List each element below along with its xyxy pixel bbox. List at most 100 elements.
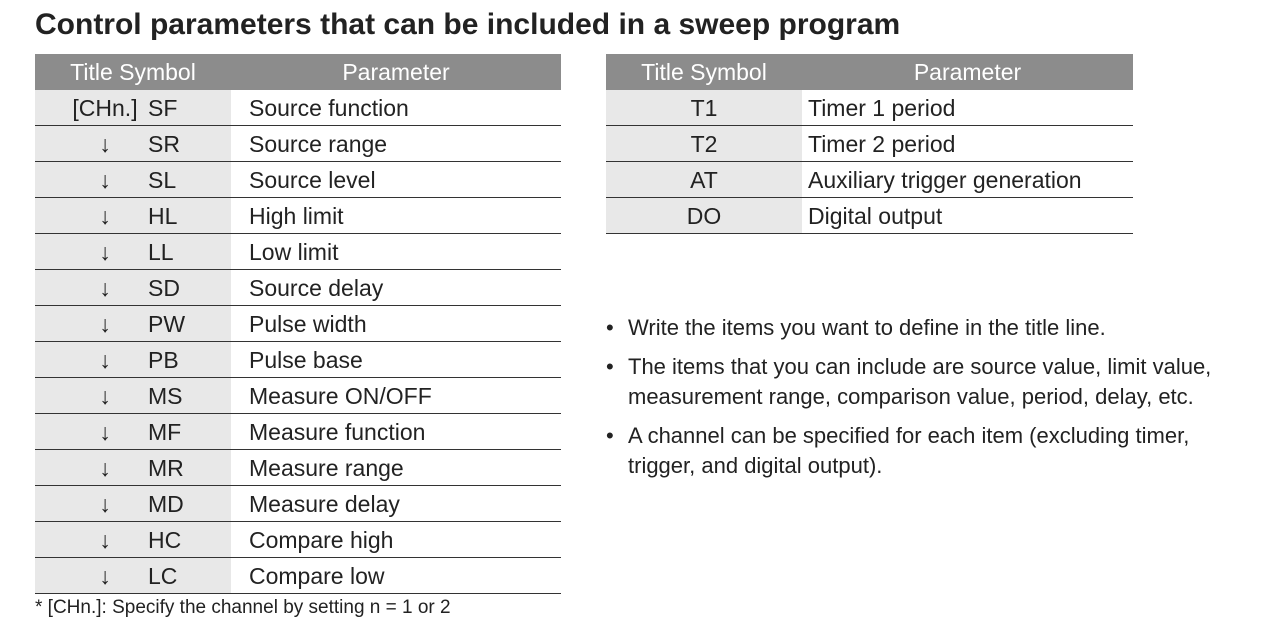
channel-prefix: ↓ [99,167,111,193]
channel-prefix: ↓ [99,419,111,445]
table-row: AT Auxiliary trigger generation [606,162,1133,198]
symbol-cell: ↓ LL [35,234,231,269]
bullet: • [606,354,614,379]
symbol-cell: ↓ SR [35,126,231,161]
table-row: DO Digital output [606,198,1133,234]
symbol-cell: ↓ MS [35,378,231,413]
symbol-cell: ↓ MF [35,414,231,449]
table-row: T2 Timer 2 period [606,126,1133,162]
symbol-cell: ↓ SL [35,162,231,197]
symbol: SR [148,131,180,157]
symbol: SF [148,95,178,121]
parameter: Source level [249,167,376,193]
table-row: ↓ SR Source range [35,126,561,162]
symbol-cell: [CHn.] SF [35,90,231,125]
right-table: Title Symbol Parameter T1 Timer 1 period T2 T… [606,54,1133,234]
table-row: ↓ HC Compare high [35,522,561,558]
table-row: ↓ MS Measure ON/OFF [35,378,561,414]
channel-prefix: ↓ [99,275,111,301]
symbol: LL [148,239,174,265]
symbol: HC [148,527,182,553]
channel-prefix: ↓ [99,455,111,481]
channel-prefix: ↓ [99,383,111,409]
table-row: ↓ MF Measure function [35,414,561,450]
symbol: SL [148,167,177,193]
header-cell: Title Symbol [70,59,196,85]
parameter: Low limit [249,239,339,265]
left-table: Title Symbol Parameter [CHn.] SF Source func… [35,54,561,594]
parameter: Measure function [249,419,426,445]
note-text: A channel can be specified for each item… [628,423,1190,478]
symbol: PW [148,311,186,337]
parameter: Measure ON/OFF [249,383,432,409]
symbol: MD [148,491,184,517]
symbol-cell: AT [606,162,802,197]
parameter: Source function [249,95,409,121]
channel-prefix: ↓ [99,311,111,337]
symbol-cell: ↓ SD [35,270,231,305]
parameter: Timer 1 period [808,95,956,121]
symbol: PB [148,347,179,373]
table-row: ↓ HL High limit [35,198,561,234]
channel-prefix: ↓ [99,527,111,553]
parameter: Source delay [249,275,384,301]
header-row: Title Symbol Parameter [35,54,561,90]
table-row: ↓ PW Pulse width [35,306,561,342]
parameter: High limit [249,203,344,229]
symbol-cell: ↓ MR [35,450,231,485]
symbol-cell: ↓ HC [35,522,231,557]
table-row: ↓ SL Source level [35,162,561,198]
page-title: Control parameters that can be included … [35,8,901,41]
channel-prefix: ↓ [99,203,111,229]
table-row: ↓ LL Low limit [35,234,561,270]
notes: • Write the items you want to define in t… [606,313,1236,490]
parameter: Auxiliary trigger generation [808,167,1082,193]
channel-prefix: [CHn.] [72,95,138,121]
symbol-cell: ↓ LC [35,558,231,593]
note: • Write the items you want to define in t… [606,313,1236,343]
symbol-cell: T1 [606,90,802,125]
header-cell: Parameter [913,59,1022,85]
bullet: • [606,315,614,340]
note-text: The items that you can include are sourc… [628,354,1212,409]
table-row: T1 Timer 1 period [606,90,1133,126]
symbol: SD [148,275,180,301]
symbol: MS [148,383,183,409]
header-cell: Parameter [342,59,450,85]
note: • The items that you can include are sour… [606,352,1236,412]
table-row: ↓ MD Measure delay [35,486,561,522]
symbol-cell: ↓ MD [35,486,231,521]
parameter: Timer 2 period [808,131,956,157]
table-row: ↓ LC Compare low [35,558,561,594]
header-row: Title Symbol Parameter [606,54,1133,90]
symbol: HL [148,203,178,229]
symbol: MF [148,419,182,445]
bullet: • [606,423,614,448]
symbol-cell: DO [606,198,802,233]
parameter: Pulse width [249,311,367,337]
note-text: Write the items you want to define in th… [628,315,1106,340]
parameter: Source range [249,131,388,157]
channel-prefix: ↓ [99,563,111,589]
symbol-cell: ↓ PW [35,306,231,341]
parameter: Digital output [808,203,943,229]
table-row: ↓ PB Pulse base [35,342,561,378]
symbol-cell: ↓ HL [35,198,231,233]
note: • A channel can be specified for each ite… [606,421,1236,481]
table-row: ↓ MR Measure range [35,450,561,486]
parameter: Pulse base [249,347,363,373]
symbol: MR [148,455,184,481]
footnote: * [CHn.]: Specify the channel by setting… [35,597,451,618]
symbol-cell: ↓ PB [35,342,231,377]
parameter: Measure delay [249,491,400,517]
parameter: Compare low [249,563,385,589]
table-row: [CHn.] SF Source function [35,90,561,126]
symbol: LC [148,563,178,589]
channel-prefix: ↓ [99,131,111,157]
header-cell: Title Symbol [641,59,767,85]
channel-prefix: ↓ [99,239,111,265]
channel-prefix: ↓ [99,491,111,517]
channel-prefix: ↓ [99,347,111,373]
parameter: Compare high [249,527,394,553]
